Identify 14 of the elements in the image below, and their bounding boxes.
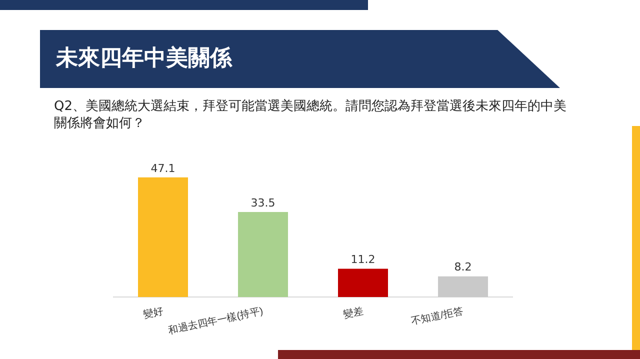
bar xyxy=(238,212,288,298)
bar xyxy=(438,276,488,298)
bar xyxy=(138,177,188,298)
data-label: 8.2 xyxy=(454,260,472,274)
data-label: 11.2 xyxy=(350,253,376,266)
x-tick-label: 和過去四年一樣(持平) xyxy=(167,304,264,337)
x-tick-label: 不知道/拒答 xyxy=(410,304,464,328)
x-tick-label: 變好 xyxy=(142,304,164,321)
chart-subtitle: Q2、美國總統大選結束，拜登可能當選美國總統。請問您認為拜登當選後未來四年的中美關係將會如何？ xyxy=(54,98,568,132)
data-label: 47.1 xyxy=(150,162,176,175)
data-label: 33.5 xyxy=(250,196,276,210)
chart-title: 未來四年中美關係 xyxy=(40,30,560,88)
x-tick-label: 變差 xyxy=(342,304,364,321)
bar xyxy=(338,268,388,298)
